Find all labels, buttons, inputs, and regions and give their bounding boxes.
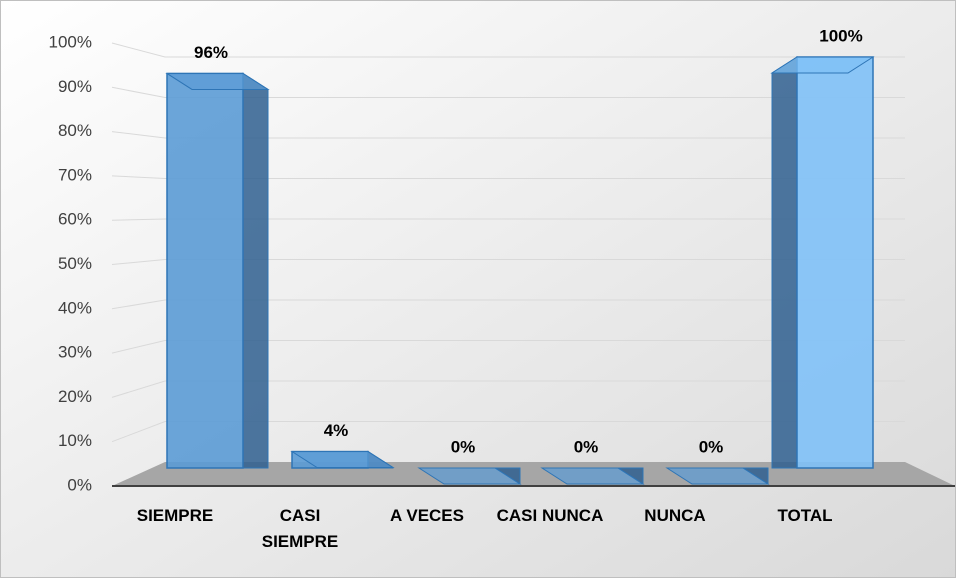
grid-line xyxy=(111,299,905,310)
bar-top xyxy=(290,451,395,469)
x-tick-label: CASI NUNCA xyxy=(496,506,604,525)
grid-line xyxy=(111,42,905,58)
bar-side xyxy=(771,56,798,469)
value-label: 0% xyxy=(451,437,476,456)
bar-top xyxy=(165,72,270,90)
y-tick-label: 80% xyxy=(58,121,92,140)
bar xyxy=(166,72,244,469)
y-tick-label: 60% xyxy=(58,210,92,229)
x-tick-label: NUNCA xyxy=(644,506,706,525)
grid-line xyxy=(111,340,905,354)
x-tick-label: SIEMPRE xyxy=(136,506,214,525)
bar xyxy=(796,56,874,469)
bar-top xyxy=(665,467,770,485)
value-label: 4% xyxy=(324,421,349,440)
y-tick-label: 10% xyxy=(58,431,92,450)
value-label: 0% xyxy=(574,437,599,456)
bar-top xyxy=(417,467,522,485)
y-tick-label: 30% xyxy=(58,343,92,362)
value-label: 96% xyxy=(194,43,228,62)
x-tick-label: CASI SIEMPRE xyxy=(261,506,339,551)
grid-line xyxy=(111,175,905,179)
x-tick-label: A VECES xyxy=(389,506,464,525)
y-tick-label: 70% xyxy=(58,165,92,184)
bar-top xyxy=(540,467,645,485)
bar-top xyxy=(770,56,875,74)
grid-line xyxy=(111,421,905,443)
grid-line xyxy=(111,380,905,398)
value-label: 100% xyxy=(819,26,862,45)
bar-side xyxy=(242,72,269,469)
y-tick-label: 20% xyxy=(58,387,92,406)
grid-line xyxy=(111,86,905,98)
grid-line xyxy=(111,131,905,139)
grid-line xyxy=(111,259,905,265)
y-tick-label: 50% xyxy=(58,254,92,273)
y-tick-label: 100% xyxy=(49,32,92,51)
value-label: 0% xyxy=(699,437,724,456)
y-tick-label: 40% xyxy=(58,298,92,317)
y-tick-label: 0% xyxy=(67,475,92,494)
x-tick-label: TOTAL xyxy=(777,506,833,525)
grid-line xyxy=(111,218,905,221)
y-tick-label: 90% xyxy=(58,77,92,96)
